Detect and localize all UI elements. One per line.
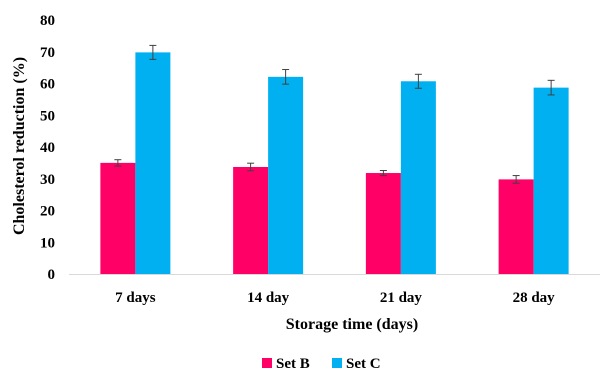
legend-swatch bbox=[332, 358, 342, 368]
y-axis-ticks: 0 10 20 30 40 50 60 70 80 bbox=[40, 13, 55, 283]
x-tick-label: 28 day bbox=[513, 290, 556, 306]
bar-set-b bbox=[100, 162, 136, 274]
y-tick-label: 50 bbox=[40, 108, 55, 124]
x-axis-title: Storage time (days) bbox=[286, 316, 418, 333]
bar-set-c bbox=[268, 76, 304, 275]
bar-set-c bbox=[533, 87, 569, 274]
legend-label: Set B bbox=[276, 356, 310, 372]
x-axis-ticks: 7 days 14 day 21 day 28 day bbox=[115, 290, 555, 306]
error-bar bbox=[379, 169, 387, 177]
bar-set-b bbox=[233, 167, 269, 274]
x-tick-label: 14 day bbox=[247, 290, 290, 306]
x-tick-label: 7 days bbox=[115, 290, 156, 306]
error-bar bbox=[114, 159, 122, 167]
y-tick-label: 40 bbox=[40, 140, 55, 156]
y-tick-label: 70 bbox=[40, 45, 55, 61]
y-axis-title: Cholesterol reduction (%) bbox=[11, 57, 28, 235]
y-tick-label: 0 bbox=[48, 267, 56, 283]
error-bar bbox=[247, 162, 255, 172]
error-bars bbox=[114, 44, 555, 184]
legend-label: Set C bbox=[346, 356, 381, 372]
error-bar bbox=[547, 79, 555, 96]
y-tick-label: 60 bbox=[40, 77, 55, 93]
y-tick-label: 10 bbox=[40, 235, 55, 251]
bar-set-c bbox=[135, 52, 171, 275]
bars bbox=[100, 52, 569, 275]
y-tick-label: 20 bbox=[40, 204, 55, 220]
legend: Set B Set C bbox=[262, 356, 381, 372]
bar-set-b bbox=[498, 179, 534, 274]
x-tick-label: 21 day bbox=[380, 290, 423, 306]
legend-swatch bbox=[262, 358, 272, 368]
error-bar bbox=[512, 175, 520, 184]
y-tick-label: 30 bbox=[40, 172, 55, 188]
bar-set-c bbox=[400, 81, 436, 274]
bar-set-b bbox=[365, 173, 401, 274]
y-tick-label: 80 bbox=[40, 13, 55, 29]
error-bar bbox=[149, 44, 157, 60]
error-bar bbox=[414, 73, 422, 89]
error-bar bbox=[282, 69, 290, 85]
